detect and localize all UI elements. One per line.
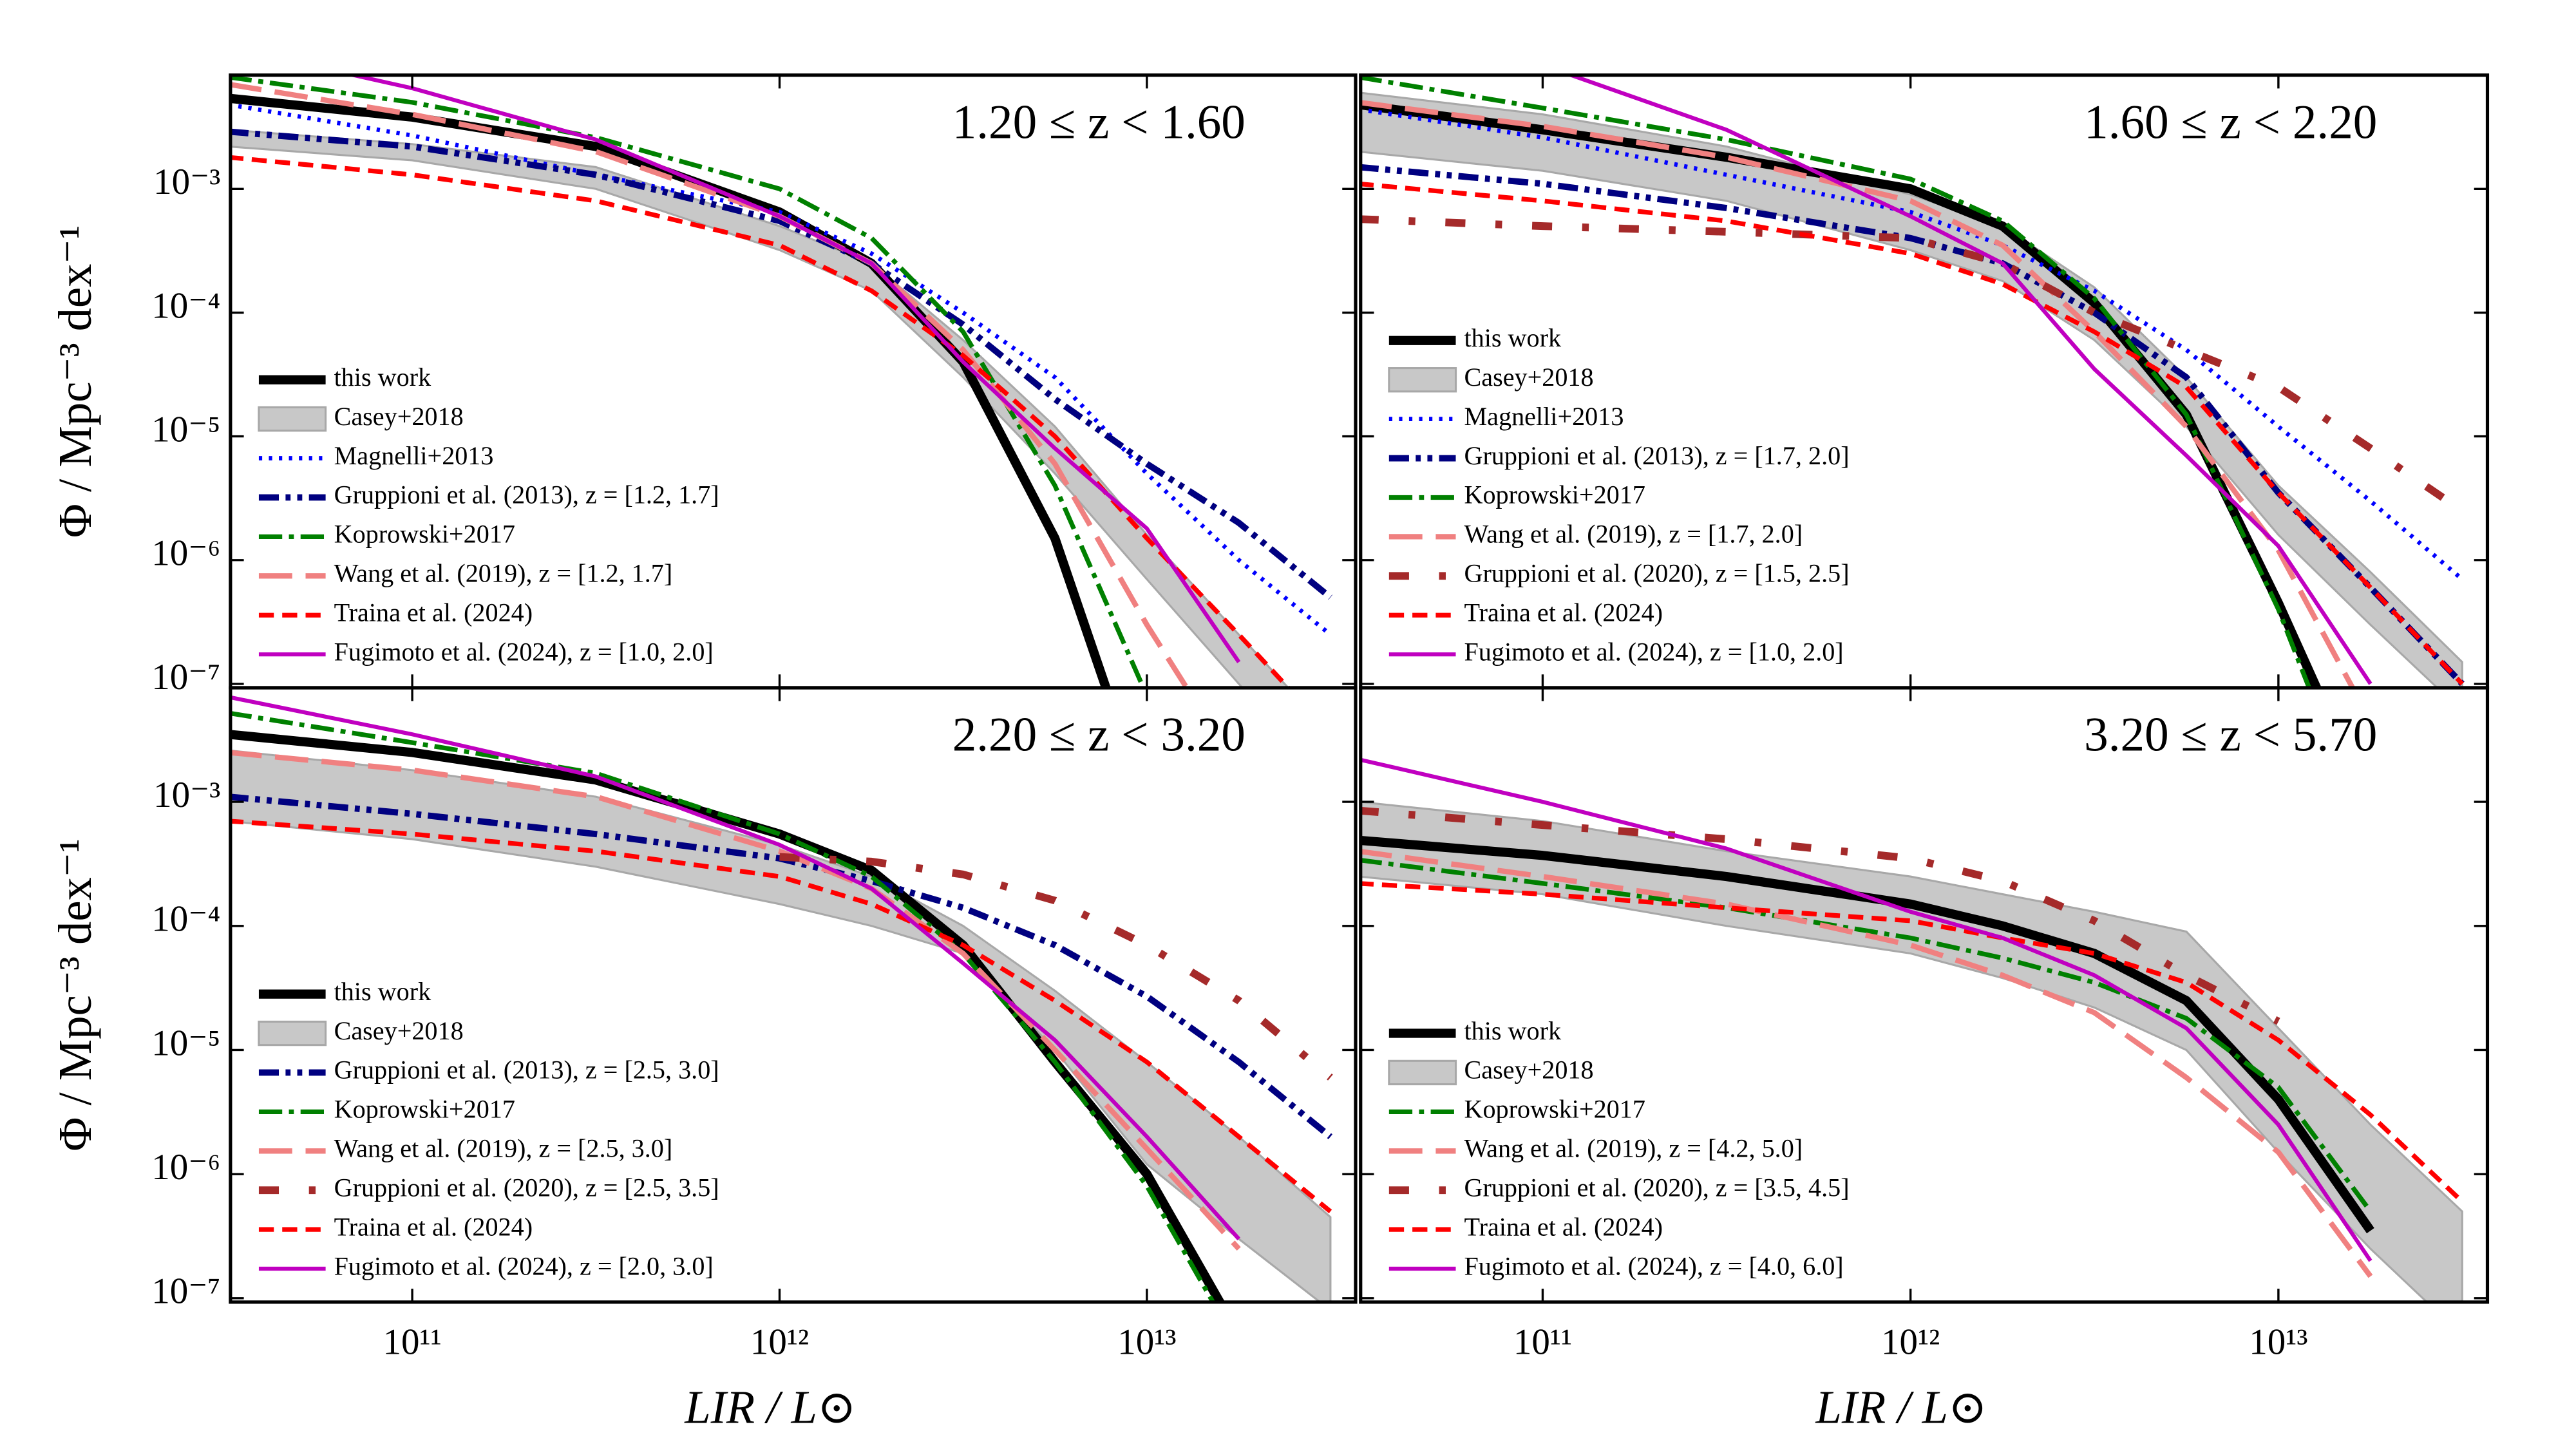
series-line — [1360, 848, 2373, 1278]
y-tick-label: 10⁻⁵ — [151, 409, 220, 450]
x-axis-label: LIR / L⊙ — [684, 1381, 857, 1434]
y-tick-label: 10⁻³ — [153, 162, 220, 202]
y-tick-label: 10⁻⁵ — [151, 1023, 220, 1063]
series-line — [230, 128, 1333, 600]
plot-area — [230, 695, 1333, 1302]
x-tick-label: 10¹³ — [1117, 1321, 1176, 1362]
legend-label: Koprowski+2017 — [334, 520, 515, 549]
series-line — [230, 793, 1333, 1139]
legend-label: this work — [1464, 1016, 1562, 1045]
legend-label: Fugimoto et al. (2024), z = [1.0, 2.0] — [334, 637, 714, 666]
legend-label: Gruppioni et al. (2013), z = [2.5, 3.0] — [334, 1056, 719, 1084]
panel-title: 3.20 ≤ z < 5.70 — [2084, 708, 2377, 762]
legend-label: Fugimoto et al. (2024), z = [2.0, 3.0] — [334, 1251, 714, 1280]
legend-label: this work — [1464, 323, 1562, 352]
legend-swatch — [1388, 367, 1457, 393]
legend-swatch — [258, 406, 327, 432]
legend-label: Fugimoto et al. (2024), z = [4.0, 6.0] — [1464, 1251, 1843, 1280]
legend-label: Gruppioni et al. (2013), z = [1.7, 2.0] — [1464, 441, 1849, 470]
series-line — [779, 853, 1333, 1081]
panel-title: 1.20 ≤ z < 1.60 — [952, 95, 1245, 149]
series-line — [1565, 75, 2372, 685]
legend-label: Gruppioni et al. (2013), z = [1.2, 1.7] — [334, 480, 719, 509]
y-tick-label: 10⁻⁴ — [151, 899, 220, 940]
legend-label: Magnelli+2013 — [334, 441, 494, 470]
legend-label: Casey+2018 — [1464, 363, 1593, 392]
series-line — [230, 710, 1216, 1302]
legend-label: Fugimoto et al. (2024), z = [1.0, 2.0] — [1464, 637, 1843, 666]
series-line — [1360, 100, 2356, 688]
series-line — [1360, 75, 2312, 688]
x-axis-label: LIR / L⊙ — [1815, 1381, 1987, 1434]
y-tick-label: 10⁻⁶ — [151, 1147, 220, 1188]
y-tick-label: 10⁻⁶ — [151, 533, 220, 574]
series-line — [1360, 858, 2372, 1213]
legend-label: Magnelli+2013 — [1464, 402, 1624, 431]
x-tick-label: 10¹¹ — [383, 1321, 442, 1362]
panel-title: 2.20 ≤ z < 3.20 — [952, 708, 1245, 762]
legend-label: Wang et al. (2019), z = [1.2, 1.7] — [334, 559, 673, 588]
series-line — [1360, 181, 2464, 686]
plot-area — [1360, 757, 2464, 1302]
panel-frame — [229, 686, 1358, 1304]
x-tick-label: 10¹³ — [2249, 1321, 2307, 1362]
y-tick-label: 10⁻⁷ — [151, 1271, 220, 1312]
series-line — [230, 75, 1146, 688]
legend-label: Traina et al. (2024) — [1464, 1212, 1663, 1241]
series-line — [230, 730, 1226, 1302]
y-axis-label: Φ / Mpc⁻³ dex⁻¹ — [49, 225, 101, 538]
plot-area — [230, 75, 1333, 688]
legend-label: Koprowski+2017 — [1464, 1095, 1645, 1124]
series-line — [1360, 806, 2280, 1025]
series-line — [230, 155, 1292, 688]
y-tick-label: 10⁻⁷ — [151, 657, 220, 697]
series-line — [1360, 757, 2372, 1262]
legend-label: Traina et al. (2024) — [334, 1212, 533, 1241]
legend-swatch — [1388, 1059, 1457, 1086]
legend-label: this work — [334, 363, 432, 392]
y-axis-label: Φ / Mpc⁻³ dex⁻¹ — [49, 838, 101, 1151]
panel-title: 1.60 ≤ z < 2.20 — [2084, 95, 2377, 149]
x-tick-label: 10¹¹ — [1513, 1321, 1572, 1362]
series-line — [344, 75, 1241, 663]
legend-label: Wang et al. (2019), z = [2.5, 3.0] — [334, 1134, 673, 1163]
legend-label: Gruppioni et al. (2020), z = [3.5, 4.5] — [1464, 1173, 1849, 1202]
legend-label: this work — [334, 977, 432, 1006]
legend-label: Gruppioni et al. (2020), z = [1.5, 2.5] — [1464, 559, 1849, 588]
legend-label: Wang et al. (2019), z = [1.7, 2.0] — [1464, 520, 1803, 549]
legend-label: Traina et al. (2024) — [334, 598, 533, 627]
legend-label: Wang et al. (2019), z = [4.2, 5.0] — [1464, 1134, 1803, 1163]
legend-label: Koprowski+2017 — [1464, 480, 1645, 509]
plot-area — [1360, 75, 2465, 688]
x-tick-label: 10¹² — [750, 1321, 809, 1362]
series-line — [230, 695, 1241, 1240]
legend-label: Casey+2018 — [334, 402, 464, 431]
legend-label: Gruppioni et al. (2020), z = [2.5, 3.5] — [334, 1173, 719, 1202]
legend-swatch — [258, 1020, 327, 1046]
panel-frame — [1359, 686, 2490, 1304]
legend-label: Casey+2018 — [1464, 1056, 1593, 1084]
legend-label: Traina et al. (2024) — [1464, 598, 1663, 627]
legend-label: Casey+2018 — [334, 1016, 464, 1045]
series-line — [1360, 215, 2465, 515]
y-tick-label: 10⁻³ — [153, 775, 220, 815]
y-tick-label: 10⁻⁴ — [151, 285, 220, 326]
legend-label: Koprowski+2017 — [334, 1095, 515, 1124]
x-tick-label: 10¹² — [1881, 1321, 1940, 1362]
